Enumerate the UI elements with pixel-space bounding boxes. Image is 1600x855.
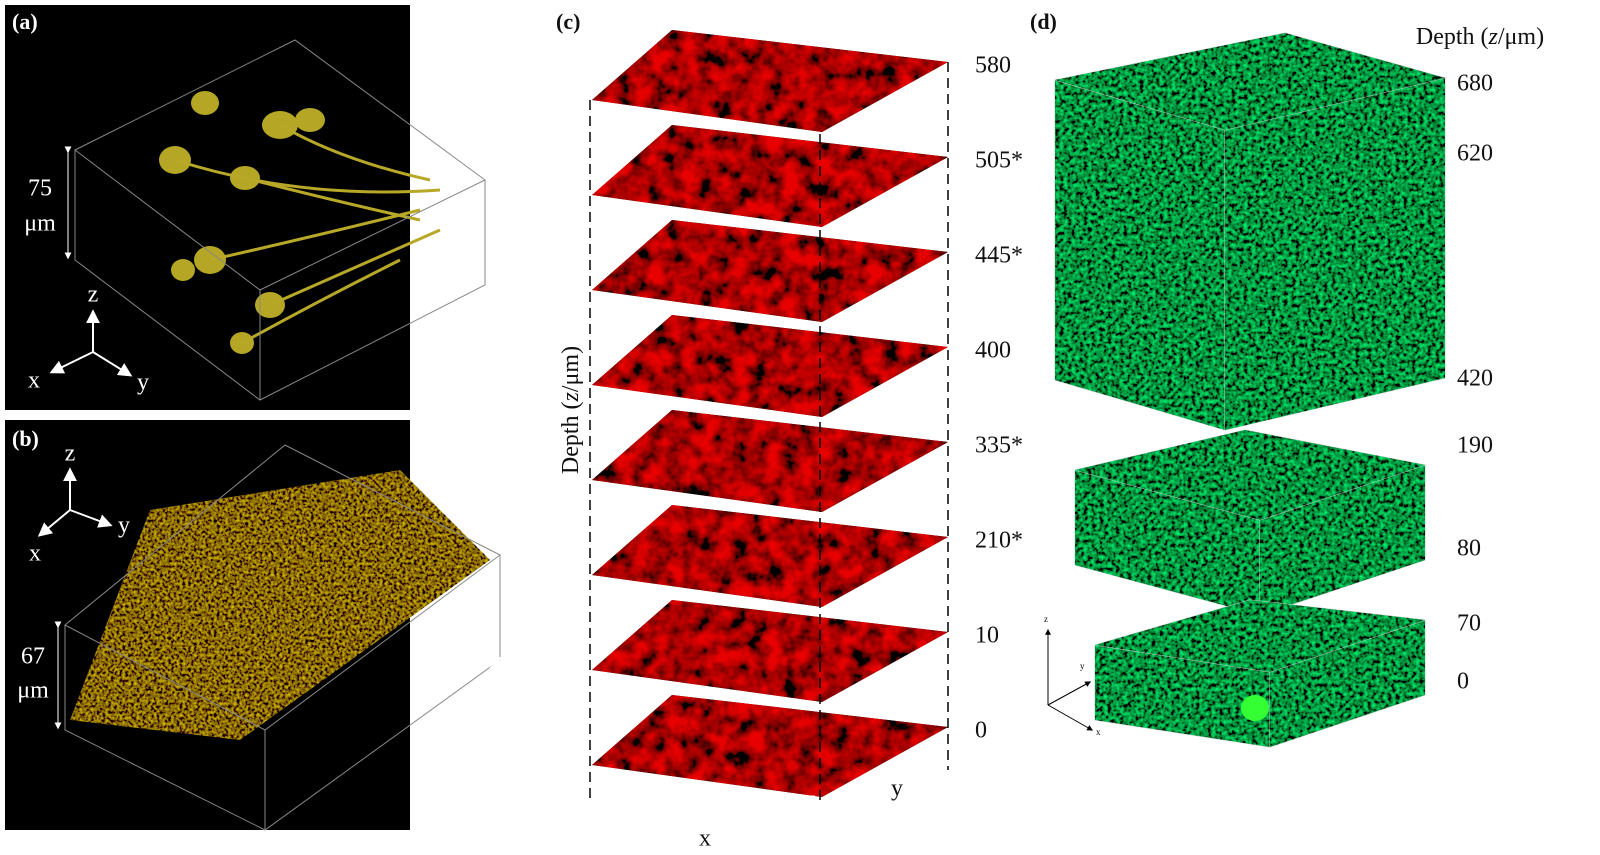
volume-box-a	[74, 39, 486, 401]
slice-signal	[592, 600, 948, 702]
depth-axis-title: Depth (z/μm)	[1416, 24, 1544, 50]
depth-label: 210*	[975, 528, 1023, 554]
text: /μm)	[1498, 24, 1544, 50]
thickness-unit: μm	[24, 211, 56, 237]
depth-label: 620	[1457, 141, 1493, 167]
cubes	[1054, 32, 1447, 748]
depth-label: 335*	[975, 433, 1023, 459]
cube-signal	[1270, 620, 1425, 747]
text: z	[1488, 24, 1499, 50]
volume-box-b	[64, 444, 501, 831]
text: z	[558, 391, 584, 402]
depth-label: 505*	[975, 148, 1023, 174]
panel-label: (a)	[12, 9, 38, 34]
cube-signal	[1055, 80, 1225, 430]
tissue-volume	[70, 470, 490, 740]
text: Depth (	[558, 401, 584, 474]
axes-b	[37, 467, 113, 537]
scale-bar	[468, 655, 502, 700]
panel-label: (d)	[1030, 9, 1057, 34]
depth-label: 680	[1457, 71, 1493, 97]
depth-label: 190	[1457, 433, 1493, 459]
depth-label: 580	[975, 53, 1011, 79]
scale-bar	[1237, 793, 1273, 814]
slice-signal	[592, 30, 948, 132]
cube-signal	[1075, 470, 1260, 615]
axis-label: x	[1096, 727, 1101, 737]
axis-label: z	[65, 441, 76, 467]
depth-label: 70	[1457, 611, 1481, 637]
depth-label: 400	[975, 338, 1011, 364]
axis-label: y	[891, 776, 903, 802]
axes-a	[49, 309, 133, 377]
slice-signal	[592, 410, 948, 512]
axis-label: x	[29, 541, 41, 567]
scale-bar	[434, 296, 481, 322]
depth-label: 0	[1457, 669, 1469, 695]
depth-label: 0	[975, 718, 987, 744]
depth-axis-title: Depth (z/μm)	[558, 346, 584, 474]
axis-label: x	[699, 826, 711, 852]
slice-signal	[592, 220, 948, 322]
depth-label: 80	[1457, 536, 1481, 562]
axis-label: y	[1080, 661, 1085, 671]
text: /μm)	[558, 346, 584, 392]
cube-signal	[1075, 430, 1425, 520]
dendrites	[174, 123, 441, 345]
panel-label: (c)	[556, 9, 580, 34]
thickness-value: 75	[28, 176, 52, 202]
axis-label: z	[1044, 614, 1048, 624]
soma	[1241, 695, 1269, 721]
thickness-unit: μm	[17, 678, 49, 704]
thickness-value: 67	[21, 644, 45, 670]
cube-signal	[1095, 600, 1425, 672]
depth-label: 10	[975, 623, 999, 649]
cube-signal	[1260, 465, 1425, 615]
dashed-guides	[589, 62, 949, 805]
depth-label: 445*	[975, 243, 1023, 269]
cube-signal	[1055, 33, 1445, 130]
slice-signal	[592, 125, 948, 227]
slices	[592, 30, 948, 797]
axes-d	[1045, 628, 1094, 731]
axis-label: x	[28, 368, 40, 394]
slice-signal	[592, 505, 948, 607]
cube-signal	[1225, 78, 1445, 430]
cube-signal	[1095, 645, 1270, 747]
slice-signal	[592, 315, 948, 417]
depth-label: 420	[1457, 366, 1493, 392]
panel-a-bg	[5, 5, 410, 410]
axis-label: y	[137, 370, 149, 396]
panel-label: (b)	[12, 426, 39, 451]
axis-label: z	[88, 282, 99, 308]
text: Depth (	[1416, 24, 1489, 50]
slice-signal	[592, 695, 948, 797]
axis-label: y	[118, 513, 130, 539]
